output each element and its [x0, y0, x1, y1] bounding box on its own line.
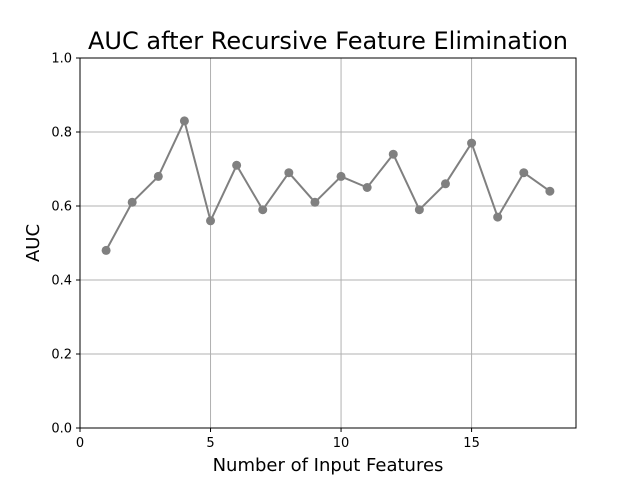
data-point	[414, 205, 424, 215]
x-tick-label: 5	[206, 436, 214, 451]
x-tick-label: 10	[333, 436, 350, 451]
x-axis-label: Number of Input Features	[213, 455, 444, 476]
y-axis-label: AUC	[23, 224, 44, 262]
y-tick-label: 0.6	[51, 200, 72, 215]
data-point	[232, 160, 242, 170]
y-tick-label: 1.0	[51, 52, 72, 67]
data-point	[206, 216, 216, 226]
x-tick-label: 15	[463, 436, 480, 451]
data-point	[519, 168, 529, 178]
data-point	[336, 171, 346, 181]
data-point	[153, 171, 163, 181]
data-point	[467, 138, 477, 148]
chart-title: AUC after Recursive Feature Elimination	[88, 27, 568, 55]
axis-ticks: 0 5 10 15 0.0 0.2 0.4 0.6 0.8 1.0	[51, 52, 480, 452]
data-point	[101, 245, 111, 255]
series-layer	[101, 116, 555, 255]
y-tick-label: 0.0	[51, 422, 72, 437]
data-point	[179, 116, 189, 126]
y-tick-label: 0.4	[51, 274, 72, 289]
plot-frame	[79, 57, 577, 429]
data-point	[362, 183, 372, 192]
y-tick-label: 0.2	[51, 348, 72, 363]
data-point	[493, 212, 503, 222]
data-point	[388, 149, 398, 159]
data-point	[284, 168, 294, 178]
data-point	[127, 197, 137, 207]
data-point	[310, 197, 320, 207]
x-tick-label: 0	[76, 436, 84, 451]
data-point	[545, 186, 555, 196]
series-line	[105, 119, 551, 251]
grid-lines	[79, 57, 576, 429]
data-point	[258, 205, 268, 215]
data-point	[440, 179, 450, 189]
y-tick-label: 0.8	[51, 126, 72, 141]
